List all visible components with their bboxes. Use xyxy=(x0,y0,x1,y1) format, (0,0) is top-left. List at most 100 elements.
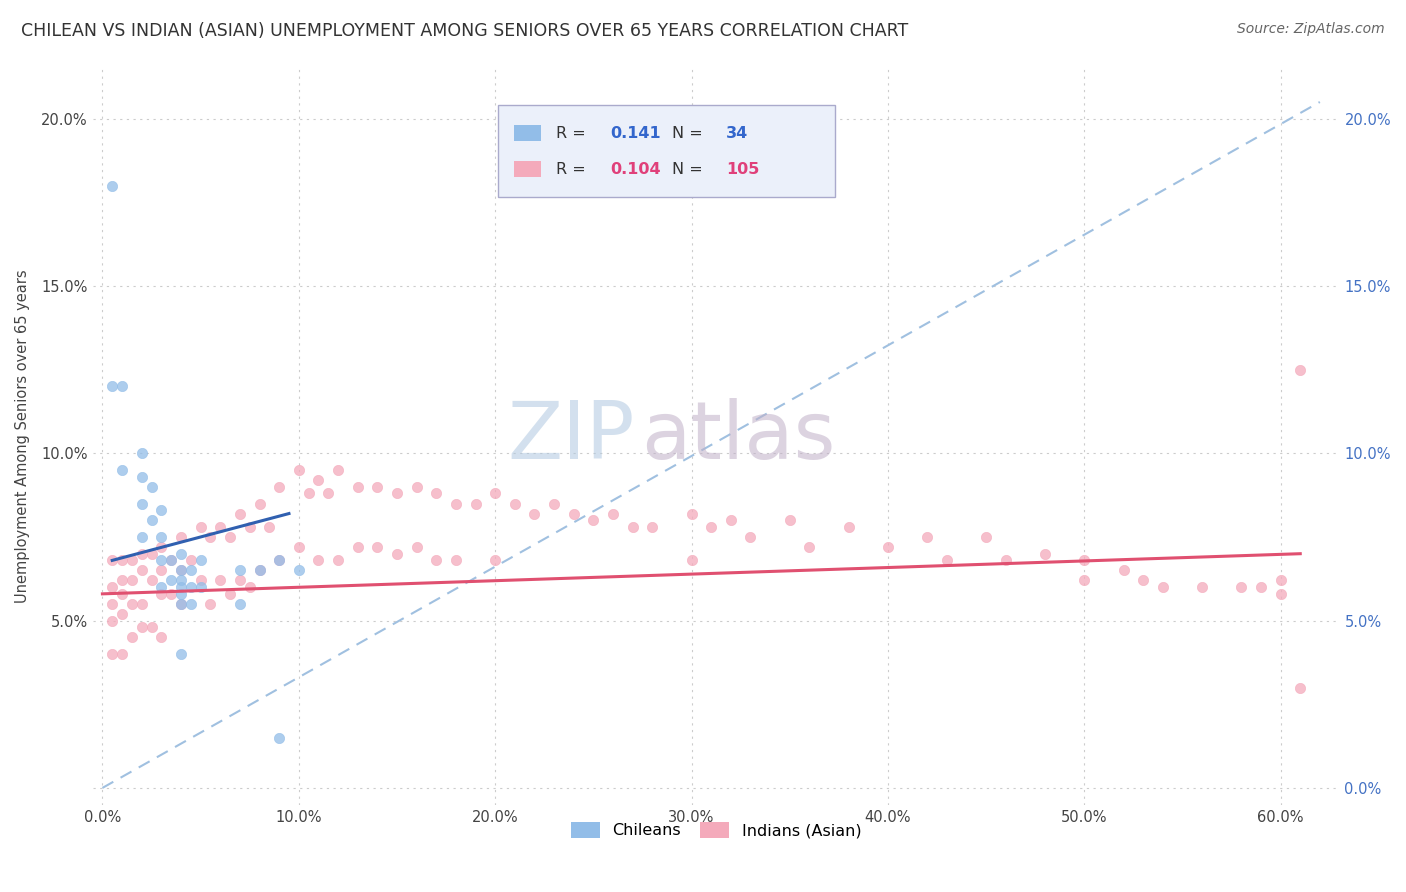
Point xyxy=(1152,580,1174,594)
Point xyxy=(141,547,163,561)
Point xyxy=(131,530,153,544)
Point xyxy=(269,480,291,494)
Point xyxy=(994,553,1017,567)
Point xyxy=(150,530,173,544)
Point xyxy=(1073,574,1095,588)
Point xyxy=(269,553,291,567)
Point xyxy=(141,480,163,494)
Point xyxy=(641,520,664,534)
Point xyxy=(297,486,319,500)
Point xyxy=(111,553,134,567)
Point xyxy=(326,463,349,477)
Point xyxy=(141,513,163,527)
Point xyxy=(915,530,938,544)
Point xyxy=(385,547,408,561)
Point xyxy=(1270,587,1292,601)
Point xyxy=(259,520,281,534)
Point xyxy=(1033,547,1056,561)
Point xyxy=(150,631,173,645)
Point xyxy=(700,520,723,534)
Point xyxy=(974,530,997,544)
Point xyxy=(160,553,183,567)
Point xyxy=(425,553,447,567)
Point xyxy=(269,553,291,567)
Point xyxy=(101,614,124,628)
Point xyxy=(681,507,703,521)
Point xyxy=(111,574,134,588)
Point xyxy=(190,520,212,534)
Point xyxy=(307,553,329,567)
Point xyxy=(190,553,212,567)
Point xyxy=(111,379,134,393)
Point xyxy=(1073,553,1095,567)
Text: ZIP: ZIP xyxy=(508,398,636,475)
Point xyxy=(1230,580,1253,594)
Point xyxy=(1289,681,1312,695)
Point xyxy=(160,587,183,601)
Text: N =: N = xyxy=(672,126,709,141)
Point xyxy=(131,446,153,460)
Point xyxy=(141,620,163,634)
Point xyxy=(170,564,193,578)
Point xyxy=(101,647,124,661)
Point xyxy=(101,178,124,193)
Point xyxy=(190,574,212,588)
Point xyxy=(150,580,173,594)
Point xyxy=(111,607,134,621)
Point xyxy=(150,587,173,601)
Point xyxy=(219,530,242,544)
Text: 105: 105 xyxy=(725,161,759,177)
Point xyxy=(131,547,153,561)
Point xyxy=(170,647,193,661)
Point xyxy=(141,574,163,588)
Point xyxy=(170,597,193,611)
Point xyxy=(484,553,506,567)
Point xyxy=(131,564,153,578)
Point xyxy=(121,597,143,611)
Point xyxy=(621,520,644,534)
Point xyxy=(150,553,173,567)
FancyBboxPatch shape xyxy=(498,105,835,197)
Point xyxy=(720,513,742,527)
Text: Source: ZipAtlas.com: Source: ZipAtlas.com xyxy=(1237,22,1385,37)
Point xyxy=(160,553,183,567)
Point xyxy=(190,580,212,594)
Point xyxy=(150,503,173,517)
Point xyxy=(779,513,801,527)
Text: N =: N = xyxy=(672,161,709,177)
Point xyxy=(131,597,153,611)
Point xyxy=(316,486,339,500)
Point xyxy=(111,463,134,477)
Point xyxy=(385,486,408,500)
Point xyxy=(523,507,546,521)
Point xyxy=(288,463,311,477)
Point xyxy=(346,480,368,494)
Y-axis label: Unemployment Among Seniors over 65 years: Unemployment Among Seniors over 65 years xyxy=(15,269,30,603)
Point xyxy=(249,496,271,510)
Legend: Chileans, Indians (Asian): Chileans, Indians (Asian) xyxy=(564,815,868,845)
Point xyxy=(180,597,202,611)
Point xyxy=(170,574,193,588)
Point xyxy=(543,496,565,510)
Text: CHILEAN VS INDIAN (ASIAN) UNEMPLOYMENT AMONG SENIORS OVER 65 YEARS CORRELATION C: CHILEAN VS INDIAN (ASIAN) UNEMPLOYMENT A… xyxy=(21,22,908,40)
Point xyxy=(1191,580,1213,594)
Point xyxy=(288,540,311,554)
Text: atlas: atlas xyxy=(641,398,835,475)
Point xyxy=(111,587,134,601)
Point xyxy=(229,574,252,588)
Point xyxy=(935,553,957,567)
Point xyxy=(799,540,821,554)
Point xyxy=(160,574,183,588)
Point xyxy=(1112,564,1135,578)
Point xyxy=(249,564,271,578)
Point xyxy=(876,540,898,554)
Point xyxy=(200,530,222,544)
Text: 0.141: 0.141 xyxy=(610,126,661,141)
Point xyxy=(150,564,173,578)
Point xyxy=(101,379,124,393)
Point xyxy=(170,547,193,561)
Point xyxy=(229,507,252,521)
Point xyxy=(346,540,368,554)
Point xyxy=(131,620,153,634)
Point xyxy=(366,540,388,554)
